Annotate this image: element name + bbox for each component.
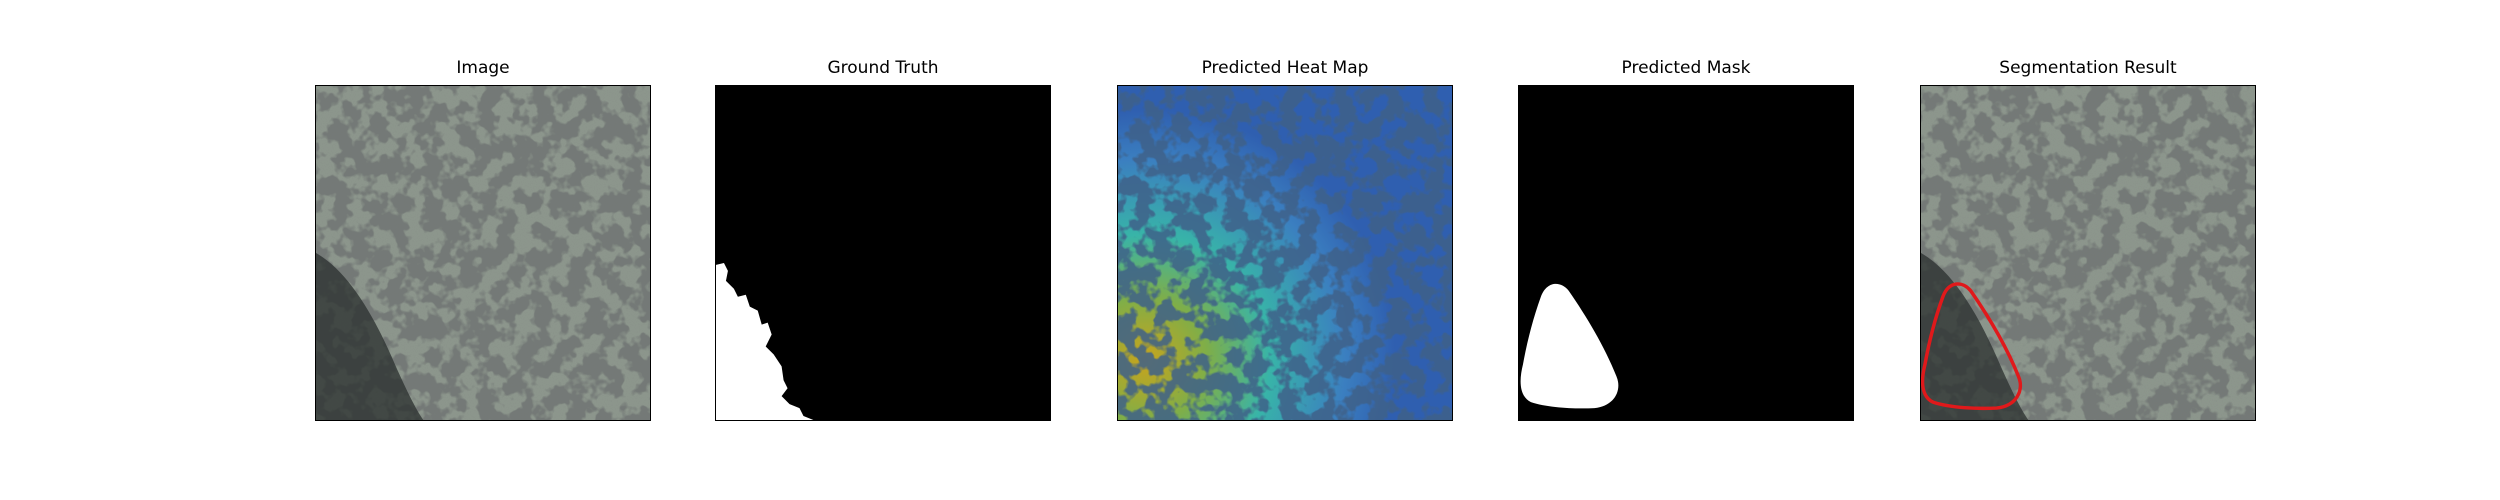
image-panel	[315, 85, 651, 421]
segmentation-result-image	[1921, 86, 2255, 420]
panel-title-image: Image	[456, 58, 510, 78]
segmentation-result-panel	[1920, 85, 2256, 421]
panel-title-segmentation-result: Segmentation Result	[1999, 58, 2177, 78]
predicted-mask-panel	[1518, 85, 1854, 421]
heat-map-panel	[1117, 85, 1453, 421]
panel-title-heat-map: Predicted Heat Map	[1201, 58, 1369, 78]
predicted-mask-region	[1520, 283, 1619, 409]
texture-image	[316, 86, 650, 420]
ground-truth-mask	[716, 86, 1050, 420]
panel-title-predicted-mask: Predicted Mask	[1621, 58, 1751, 78]
heat-map-image	[1118, 86, 1452, 420]
segmentation-contour	[1921, 282, 2023, 411]
panel-title-ground-truth: Ground Truth	[827, 58, 939, 78]
predicted-mask	[1519, 86, 1853, 420]
ground-truth-panel	[715, 85, 1051, 421]
ground-truth-region	[716, 262, 814, 420]
